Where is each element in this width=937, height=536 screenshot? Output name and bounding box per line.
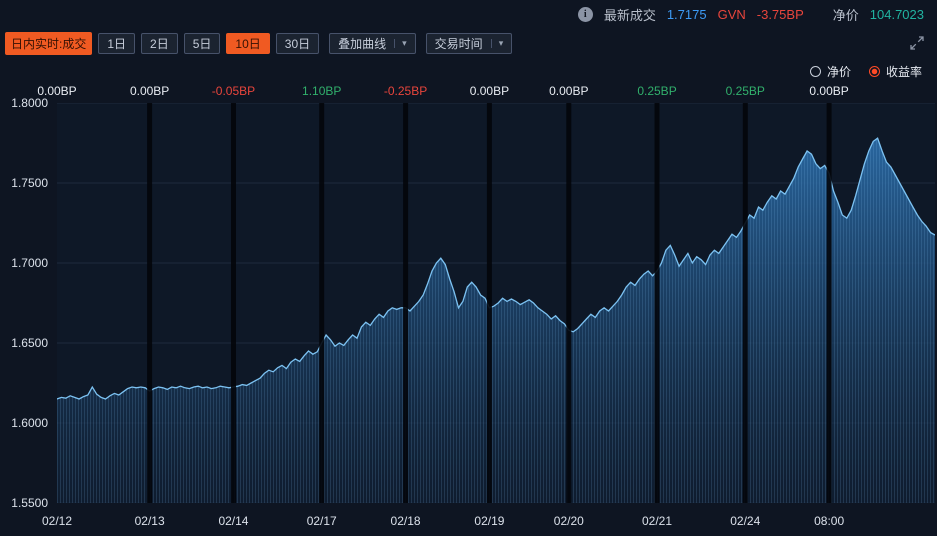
info-icon[interactable]: i xyxy=(577,6,593,22)
range-button-10d[interactable]: 10日 xyxy=(226,32,270,54)
range-button-30d[interactable]: 30日 xyxy=(275,32,320,54)
yield-chart xyxy=(57,103,935,503)
y-axis: 1.8000 1.7500 1.7000 1.6500 1.6000 1.5500 xyxy=(0,96,50,510)
day-separator xyxy=(742,103,748,503)
latest-trade-value: 1.7175 xyxy=(666,6,707,22)
x-axis: 02/12 02/13 02/14 02/17 02/18 02/19 02/20 02/21… xyxy=(42,511,935,531)
intraday-trades-tab[interactable]: 日内实时:成交 xyxy=(5,31,93,55)
y-tick-label: 1.7500 xyxy=(11,176,48,190)
yield-line xyxy=(57,137,935,400)
x-tick-label: 02/12 xyxy=(41,514,73,528)
day-separator xyxy=(566,103,572,503)
x-tick-label: 02/14 xyxy=(218,514,249,528)
day-change-label: 0.00BP xyxy=(129,84,170,98)
x-tick-label: 02/20 xyxy=(553,514,584,528)
chart-toolbar: 日内实时:成交 1日 2日 5日 10日 30日 叠加曲线 ▾ 交易时间 ▾ xyxy=(0,28,937,58)
yield-radio-label: 收益率 xyxy=(885,64,922,79)
y-tick-label: 1.8000 xyxy=(11,96,48,110)
x-tick-label: 02/13 xyxy=(134,514,165,528)
range-button-2d[interactable]: 2日 xyxy=(141,32,178,54)
day-change-label: -0.25BP xyxy=(383,84,428,98)
net-price-radio-label: 净价 xyxy=(826,64,851,79)
day-change-label: 1.10BP xyxy=(302,84,342,98)
day-change-label: 0.00BP xyxy=(37,84,77,98)
day-separator xyxy=(231,103,236,503)
yield-area-texture xyxy=(57,138,935,503)
chart-container: 0.00BP 0.00BP -0.05BP 1.10BP -0.25BP 0.00BP 0.… xyxy=(0,84,937,536)
day-separator xyxy=(826,103,832,503)
y-tick-label: 1.7000 xyxy=(11,256,48,270)
trading-time-dropdown[interactable]: 交易时间 ▾ xyxy=(425,32,513,54)
quote-header: i 最新成交 1.7175 GVN -3.75BP 净价 104.7023 xyxy=(0,0,937,28)
radio-selected-icon xyxy=(868,65,880,77)
day-change-label: -0.05BP xyxy=(211,84,256,98)
day-separator xyxy=(147,103,153,503)
plot-area[interactable] xyxy=(57,103,935,503)
chevron-down-icon: ▾ xyxy=(490,38,503,48)
x-tick-label: 02/21 xyxy=(642,514,673,528)
x-tick-label: 02/17 xyxy=(306,514,337,528)
day-change-label: 0.00BP xyxy=(549,84,589,98)
yield-radio[interactable]: 收益率 xyxy=(868,63,922,80)
y-tick-label: 1.6000 xyxy=(11,416,48,430)
net-price-value: 104.7023 xyxy=(869,6,924,22)
day-separator xyxy=(403,103,409,503)
day-separator xyxy=(319,103,325,503)
expand-icon[interactable] xyxy=(910,36,924,50)
series-toggle-row: 净价 收益率 xyxy=(0,58,937,84)
trading-time-label: 交易时间 xyxy=(434,36,483,51)
radio-circle-icon xyxy=(809,65,821,77)
overlay-curve-dropdown[interactable]: 叠加曲线 ▾ xyxy=(329,32,416,54)
x-tick-label: 02/19 xyxy=(474,514,505,528)
bp-change-value: -3.75BP xyxy=(756,6,804,22)
overlay-curve-label: 叠加曲线 xyxy=(338,36,387,51)
day-change-label: 0.00BP xyxy=(809,84,849,98)
y-tick-label: 1.5500 xyxy=(11,496,48,510)
day-change-row: 0.00BP 0.00BP -0.05BP 1.10BP -0.25BP 0.00BP 0.… xyxy=(37,84,935,100)
x-tick-label: 02/18 xyxy=(390,514,421,528)
net-price-label: 净价 xyxy=(832,7,859,23)
range-button-5d[interactable]: 5日 xyxy=(183,32,221,54)
latest-trade-label: 最新成交 xyxy=(603,7,656,23)
x-tick-label: 08:00 xyxy=(814,514,845,528)
day-change-label: 0.00BP xyxy=(469,84,510,98)
day-separator xyxy=(486,103,492,503)
range-button-1d[interactable]: 1日 xyxy=(98,32,136,54)
trade-side-value: GVN xyxy=(717,6,746,22)
day-change-label: 0.25BP xyxy=(725,84,765,98)
y-tick-label: 1.6500 xyxy=(11,336,48,350)
chevron-down-icon: ▾ xyxy=(394,38,407,48)
day-separator xyxy=(654,103,660,503)
net-price-radio[interactable]: 净价 xyxy=(809,63,851,80)
day-change-label: 0.25BP xyxy=(637,84,677,98)
x-tick-label: 02/24 xyxy=(730,514,761,528)
